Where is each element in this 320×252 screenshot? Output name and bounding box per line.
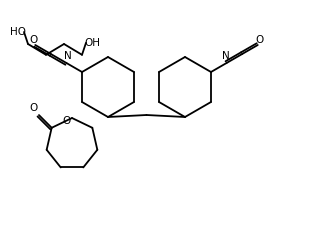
Text: O: O bbox=[63, 115, 71, 125]
Text: N: N bbox=[222, 51, 229, 61]
Text: O: O bbox=[30, 103, 38, 113]
Text: HO: HO bbox=[10, 27, 26, 37]
Text: N: N bbox=[64, 51, 71, 61]
Text: OH: OH bbox=[84, 38, 100, 48]
Text: O: O bbox=[256, 35, 264, 45]
Text: O: O bbox=[29, 35, 37, 45]
